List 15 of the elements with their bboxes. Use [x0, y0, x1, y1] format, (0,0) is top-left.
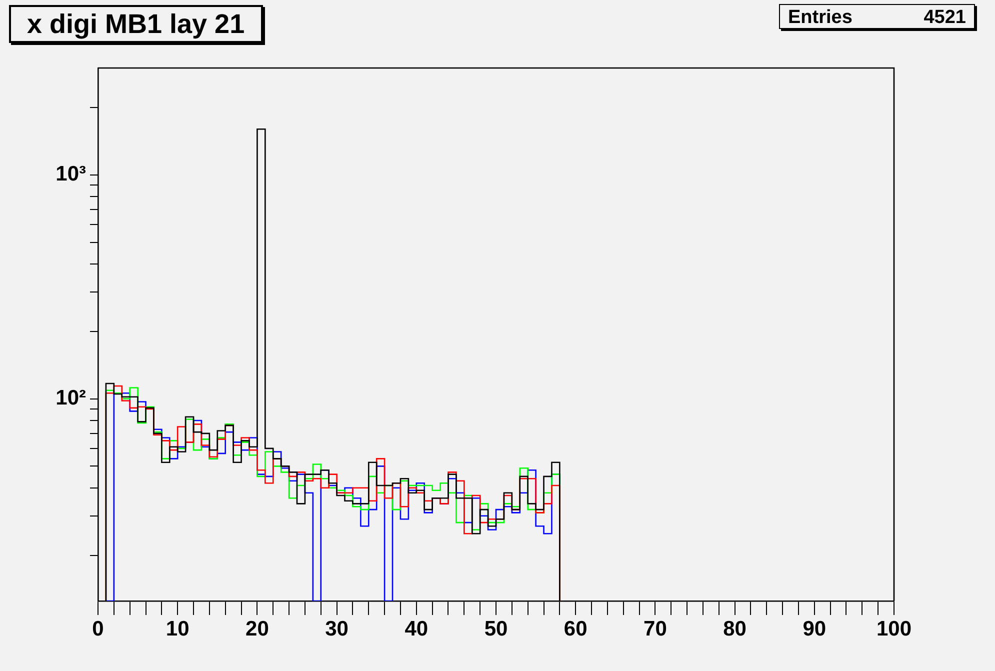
- x-tick-label: 40: [404, 617, 428, 640]
- x-tick-label: 30: [325, 617, 348, 640]
- x-tick-label: 60: [564, 617, 588, 640]
- x-tick-label: 0: [92, 617, 104, 640]
- x-tick-label: 10: [166, 617, 190, 640]
- x-tick-label: 50: [484, 617, 508, 640]
- text: Entries 4521: [788, 7, 966, 28]
- chart-title: x digi MB1 lay 21: [9, 5, 263, 43]
- x-tick-label: 80: [723, 617, 746, 640]
- x-tick-label: 20: [246, 617, 269, 640]
- y-tick-label: 10²: [56, 386, 86, 410]
- x-tick-label: 90: [802, 617, 826, 640]
- y-tick-label: 10³: [56, 162, 86, 186]
- x-tick-label: 100: [876, 617, 912, 640]
- x-tick-label: 70: [644, 617, 667, 640]
